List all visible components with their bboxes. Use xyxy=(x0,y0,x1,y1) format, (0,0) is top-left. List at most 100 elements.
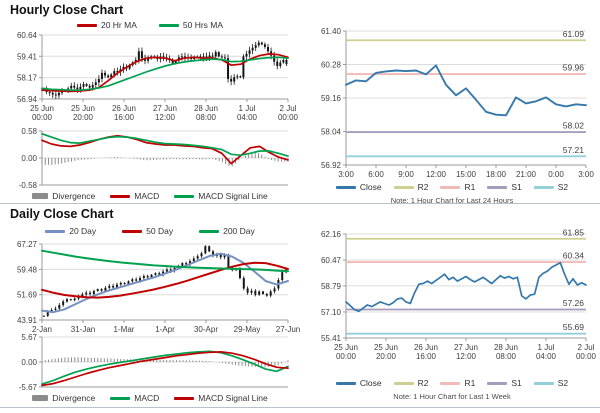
legend-label: S2 xyxy=(557,378,569,388)
svg-text:27 Jun: 27 Jun xyxy=(454,343,478,352)
svg-text:21:00: 21:00 xyxy=(516,170,537,179)
svg-text:58.04: 58.04 xyxy=(321,128,342,137)
legend-swatch xyxy=(32,193,49,199)
svg-text:0.00: 0.00 xyxy=(21,154,37,163)
legend-swatch xyxy=(45,229,66,233)
legend-swatch xyxy=(158,23,179,27)
svg-text:60.34: 60.34 xyxy=(563,251,585,261)
daily-macd-chart: 5.67 0.00 -5.67 xyxy=(19,333,289,392)
legend-label: 50 Day xyxy=(146,226,174,236)
svg-text:59.96: 59.96 xyxy=(563,63,585,73)
legend-swatch xyxy=(199,229,220,233)
legend-item-200-day: 200 Day xyxy=(199,226,255,236)
svg-text:25 Jun: 25 Jun xyxy=(374,343,398,352)
legend-swatch xyxy=(110,194,131,198)
svg-text:30-Apr: 30-Apr xyxy=(194,325,218,334)
svg-text:61.85: 61.85 xyxy=(563,227,585,237)
svg-text:0.58: 0.58 xyxy=(21,127,37,136)
legend-label: 50 Hrs MA xyxy=(182,20,224,30)
svg-text:59.48: 59.48 xyxy=(17,265,38,274)
legend-item-s1: S1 xyxy=(487,182,522,192)
legend-swatch xyxy=(533,185,554,189)
svg-text:1-Apr: 1-Apr xyxy=(155,325,175,334)
svg-text:2-Jan: 2-Jan xyxy=(32,325,52,334)
svg-text:55.41: 55.41 xyxy=(321,334,342,343)
legend-item-close: Close xyxy=(335,182,382,192)
legend-item-20-hr-ma: 20 Hr MA xyxy=(76,20,137,30)
svg-text:31-Jan: 31-Jan xyxy=(71,325,95,334)
section-divider xyxy=(0,203,600,204)
svg-text:04:00: 04:00 xyxy=(237,113,258,122)
svg-text:60.28: 60.28 xyxy=(321,61,342,70)
svg-text:04:00: 04:00 xyxy=(536,352,557,361)
legend-label: Divergence xyxy=(52,393,96,403)
svg-text:55.69: 55.69 xyxy=(563,322,585,332)
legend-swatch xyxy=(122,229,143,233)
legend-swatch xyxy=(76,23,97,27)
svg-text:60.47: 60.47 xyxy=(321,256,342,265)
svg-text:0.00: 0.00 xyxy=(21,358,37,367)
svg-text:16:00: 16:00 xyxy=(114,113,135,122)
svg-text:58.17: 58.17 xyxy=(17,74,38,83)
legend-label: S1 xyxy=(511,378,522,388)
svg-text:6:00: 6:00 xyxy=(368,170,384,179)
svg-text:67.27: 67.27 xyxy=(17,240,38,249)
svg-text:25 Jun: 25 Jun xyxy=(334,343,358,352)
svg-text:1 Jul: 1 Jul xyxy=(538,343,555,352)
svg-text:1-Mar: 1-Mar xyxy=(114,325,135,334)
legend-item-50-day: 50 Day xyxy=(122,226,173,236)
pivotweek-note: Note: 1 Hour Chart for Last 1 Week xyxy=(393,392,511,401)
svg-text:12:00: 12:00 xyxy=(426,170,447,179)
svg-text:00:00: 00:00 xyxy=(576,352,597,361)
legend-swatch xyxy=(110,396,131,400)
svg-text:2 Jul: 2 Jul xyxy=(280,104,297,113)
legend-label: MACD xyxy=(134,191,160,201)
svg-text:00:00: 00:00 xyxy=(32,113,53,122)
svg-text:57.21: 57.21 xyxy=(563,145,585,155)
daily-chart-title: Daily Close Chart xyxy=(10,207,114,221)
legend-item-macd: MACD xyxy=(110,393,159,403)
hourly-macd-legend: Divergence MACD MACD Signal Line xyxy=(6,191,294,201)
svg-text:25 Jun: 25 Jun xyxy=(30,104,54,113)
svg-text:3:00: 3:00 xyxy=(338,170,354,179)
legend-swatch xyxy=(440,185,461,189)
legend-swatch xyxy=(487,185,508,189)
legend-item-50-hrs-ma: 50 Hrs MA xyxy=(158,20,224,30)
daily-price-legend: 20 Day 50 Day 200 Day xyxy=(6,226,294,236)
legend-swatch xyxy=(174,194,195,198)
legend-label: MACD xyxy=(134,393,160,403)
legend-item-macd-signal-line: MACD Signal Line xyxy=(174,393,268,403)
svg-text:29-May: 29-May xyxy=(234,325,261,334)
svg-text:58.02: 58.02 xyxy=(563,121,585,131)
svg-text:61.09: 61.09 xyxy=(563,29,585,39)
legend-item-s2: S2 xyxy=(533,182,568,192)
svg-text:60.64: 60.64 xyxy=(17,31,38,40)
svg-text:20:00: 20:00 xyxy=(73,113,94,122)
legend-swatch xyxy=(487,381,508,385)
legend-swatch xyxy=(335,381,356,385)
legend-label: R2 xyxy=(417,378,429,388)
legend-label: MACD Signal Line xyxy=(198,191,268,201)
legend-item-r1: R1 xyxy=(440,378,475,388)
legend-swatch xyxy=(32,395,49,401)
pivot24-legend: Close R2 R1 S1 S2 xyxy=(306,182,598,192)
svg-text:27 Jun: 27 Jun xyxy=(153,104,177,113)
legend-item-s1: S1 xyxy=(487,378,522,388)
legend-swatch xyxy=(335,185,356,189)
svg-text:59.16: 59.16 xyxy=(321,94,342,103)
svg-text:1 Jul: 1 Jul xyxy=(239,104,256,113)
svg-text:61.40: 61.40 xyxy=(321,27,342,36)
svg-text:62.16: 62.16 xyxy=(321,230,342,239)
legend-item-close: Close xyxy=(335,378,382,388)
legend-item-r2: R2 xyxy=(393,378,429,388)
svg-text:59.41: 59.41 xyxy=(17,52,38,61)
svg-text:08:00: 08:00 xyxy=(196,113,217,122)
svg-text:58.79: 58.79 xyxy=(321,282,342,291)
svg-text:57.10: 57.10 xyxy=(321,308,342,317)
svg-text:57.26: 57.26 xyxy=(563,298,585,308)
svg-text:08:00: 08:00 xyxy=(496,352,517,361)
hourly-chart-title: Hourly Close Chart xyxy=(10,3,124,17)
